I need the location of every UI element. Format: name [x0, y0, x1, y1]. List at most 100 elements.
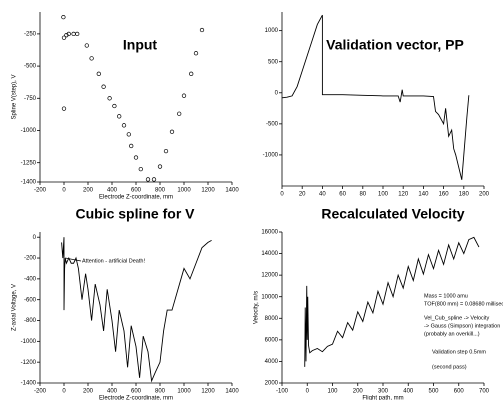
- annotation: TOF(800 mm) = 0.08680 millisec: [424, 301, 503, 307]
- x-tick-label: 1400: [225, 389, 239, 395]
- x-tick-label: 0: [306, 389, 310, 395]
- data-point: [121, 123, 127, 128]
- data-point: [64, 33, 69, 38]
- data-point: [157, 164, 163, 169]
- data-point: [181, 93, 187, 98]
- y-tick-label: 4000: [265, 359, 279, 365]
- y-tick-label: -1000: [21, 128, 37, 134]
- y-tick-label: -1000: [21, 339, 37, 345]
- x-tick-label: 200: [479, 192, 490, 198]
- data-point: [193, 51, 199, 56]
- x-tick-label: 100: [378, 192, 389, 198]
- data-point: [61, 15, 66, 20]
- data-point: [112, 103, 117, 109]
- y-tick-label: -1000: [263, 153, 279, 159]
- x-tick-label: 400: [403, 389, 414, 395]
- x-tick-label: 40: [319, 192, 326, 198]
- y-tick-label: 14000: [261, 251, 278, 257]
- x-tick-label: 600: [454, 389, 465, 395]
- x-tick-label: 1000: [177, 389, 191, 395]
- data-point: [84, 43, 89, 48]
- data-line: [61, 237, 212, 383]
- x-tick-label: 1200: [201, 188, 215, 194]
- y-tick-label: -500: [24, 64, 37, 70]
- data-point: [75, 31, 80, 37]
- y-tick-label: -800: [24, 318, 37, 324]
- y-tick-label: -750: [24, 96, 37, 102]
- x-tick-label: 800: [155, 389, 166, 395]
- annotation: Mass = 1000 amu: [424, 293, 468, 299]
- x-tick-label: 300: [378, 389, 389, 395]
- x-tick-label: 0: [62, 389, 66, 395]
- data-point: [101, 84, 106, 89]
- annotation: (probably an overkill...): [424, 331, 480, 337]
- y-tick-label: -400: [24, 276, 37, 282]
- data-point: [163, 148, 169, 154]
- x-tick-label: 60: [339, 192, 346, 198]
- x-tick-label: 200: [83, 188, 94, 194]
- data-point: [151, 177, 157, 182]
- x-tick-label: 400: [107, 188, 118, 194]
- x-tick-label: -100: [276, 389, 289, 395]
- x-tick-label: 1000: [177, 188, 191, 194]
- y-tick-label: -500: [266, 121, 279, 127]
- x-tick-label: 0: [280, 192, 284, 198]
- x-tick-label: 180: [459, 192, 470, 198]
- data-point: [126, 132, 131, 137]
- data-point: [177, 111, 182, 116]
- data-point: [169, 129, 175, 134]
- x-tick-label: 140: [418, 192, 429, 198]
- chart-title: Recalculated Velocity: [321, 206, 464, 222]
- y-tick-label: -1200: [21, 360, 37, 366]
- data-point: [145, 177, 151, 182]
- data-point: [61, 35, 67, 40]
- x-tick-label: -200: [34, 188, 47, 194]
- x-tick-label: 80: [359, 192, 366, 198]
- x-tick-label: 800: [155, 188, 166, 194]
- y-axis-label: Spline V(step), V: [12, 74, 18, 119]
- x-tick-label: 400: [107, 389, 118, 395]
- y-tick-label: 500: [268, 59, 279, 65]
- y-tick-label: -1250: [21, 160, 37, 166]
- x-tick-label: 1200: [201, 389, 215, 395]
- annotation: Attention - artificial Death!: [82, 258, 145, 264]
- data-point: [117, 114, 122, 119]
- data-point: [129, 143, 134, 149]
- chart-title: Input: [123, 37, 158, 53]
- y-tick-label: 2000: [265, 381, 279, 387]
- data-point: [199, 27, 205, 33]
- chart-title: Validation vector, PP: [326, 37, 464, 53]
- x-tick-label: 200: [83, 389, 94, 395]
- annotation: -> Gauss (Simpson) integration: [424, 323, 500, 329]
- y-tick-label: 1000: [265, 28, 279, 34]
- y-tick-label: 16000: [261, 230, 278, 236]
- data-line: [304, 236, 480, 367]
- data-point: [189, 71, 194, 76]
- x-tick-label: -200: [34, 389, 47, 395]
- y-tick-label: -600: [24, 297, 37, 303]
- data-point: [96, 71, 101, 76]
- y-tick-label: -200: [24, 256, 37, 262]
- x-tick-label: 200: [353, 389, 364, 395]
- x-tick-label: 160: [439, 192, 450, 198]
- y-tick-label: 0: [33, 235, 37, 241]
- y-tick-label: -1400: [21, 381, 37, 387]
- data-point: [138, 166, 143, 172]
- data-point: [61, 106, 67, 111]
- data-point: [66, 31, 71, 37]
- x-axis-label: Flight path, mm: [362, 396, 403, 400]
- x-tick-label: 600: [131, 389, 142, 395]
- data-point: [107, 96, 112, 101]
- annotation: Vel_Cub_spline -> Velocity: [424, 315, 490, 321]
- x-tick-label: 600: [131, 188, 142, 194]
- annotation: Validation step 0.5mm: [432, 349, 486, 355]
- y-tick-label: -1400: [21, 180, 37, 186]
- chart-title: Cubic spline for V: [75, 206, 195, 222]
- y-tick-label: 10000: [261, 294, 278, 300]
- data-point: [71, 31, 76, 37]
- y-tick-label: -250: [24, 31, 37, 37]
- annotation-arrow: [65, 257, 82, 262]
- x-tick-label: 100: [327, 389, 338, 395]
